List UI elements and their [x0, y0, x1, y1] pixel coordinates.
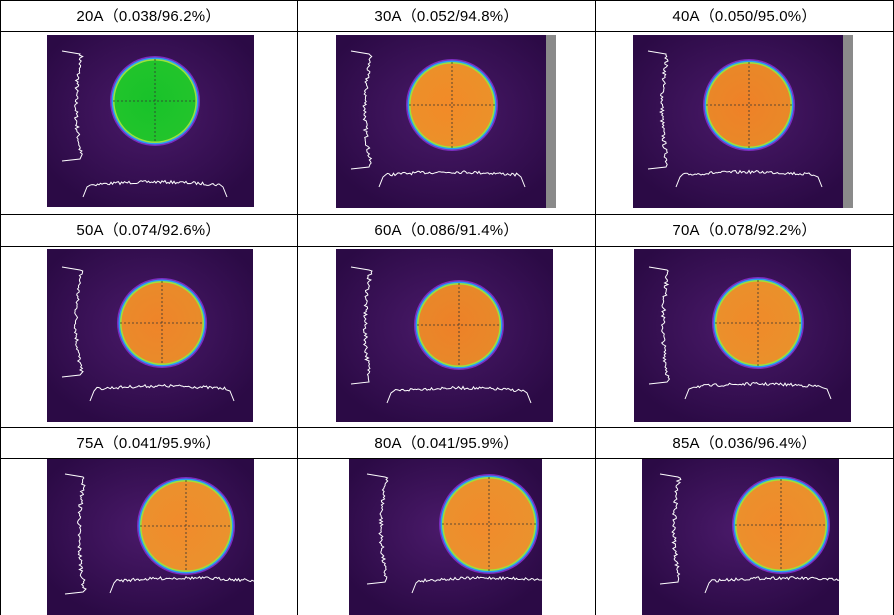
image-side-bar — [843, 35, 853, 208]
beam-image-70a — [634, 249, 851, 422]
horizontal-profile-trace — [109, 575, 254, 594]
image-side-bar — [546, 35, 556, 208]
beam-image-85a — [642, 459, 839, 615]
beam-profile-svg — [642, 459, 839, 615]
cell-label-20a: 20A（0.038/96.2%） — [76, 8, 221, 25]
horizontal-profile-trace — [704, 576, 839, 594]
vertical-profile-trace — [648, 266, 671, 385]
grid-line — [595, 0, 596, 615]
grid-line — [0, 0, 894, 1]
beam-profile-svg — [336, 35, 556, 208]
grid-line — [0, 427, 894, 428]
beam-image-75a — [47, 459, 254, 615]
beam-image-80a — [349, 459, 542, 615]
vertical-profile-trace — [659, 473, 682, 585]
grid-line — [0, 458, 894, 459]
grid-line — [297, 0, 298, 615]
horizontal-profile-trace — [386, 385, 532, 404]
horizontal-profile-trace — [411, 575, 542, 594]
cell-label-80a: 80A（0.041/95.9%） — [374, 435, 519, 452]
vertical-profile-trace — [350, 50, 373, 170]
grid-line — [0, 31, 894, 32]
beam-image-20a — [47, 35, 254, 207]
horizontal-profile-trace — [378, 170, 526, 188]
vertical-profile-trace — [61, 266, 84, 378]
beam-image-40a — [633, 35, 853, 208]
grid-line — [0, 214, 894, 215]
beam-disk — [443, 478, 535, 570]
vertical-profile-trace — [350, 266, 373, 385]
horizontal-profile-trace — [684, 381, 832, 400]
beam-profile-svg — [349, 459, 542, 615]
grid-line — [0, 246, 894, 247]
beam-profile-svg — [47, 249, 253, 422]
beam-profile-svg — [336, 249, 553, 422]
cell-label-60a: 60A（0.086/91.4%） — [374, 222, 519, 239]
cell-label-75a: 75A（0.041/95.9%） — [76, 435, 221, 452]
beam-disk — [716, 281, 800, 365]
vertical-profile-trace — [64, 473, 87, 595]
beam-image-50a — [47, 249, 253, 422]
cell-label-40a: 40A（0.050/95.0%） — [672, 8, 817, 25]
beam-disk — [410, 63, 494, 147]
beam-disk — [707, 63, 791, 147]
beam-profile-svg — [47, 35, 254, 207]
horizontal-profile-trace — [82, 179, 228, 198]
cell-label-50a: 50A（0.074/92.6%） — [76, 222, 221, 239]
beam-profile-svg — [634, 249, 851, 422]
horizontal-profile-trace — [89, 383, 235, 402]
cell-label-70a: 70A（0.078/92.2%） — [672, 222, 817, 239]
beam-image-30a — [336, 35, 556, 208]
cell-label-85a: 85A（0.036/96.4%） — [672, 435, 817, 452]
vertical-profile-trace — [366, 473, 389, 585]
cell-label-30a: 30A（0.052/94.8%） — [374, 8, 519, 25]
beam-image-60a — [336, 249, 553, 422]
beam-profile-svg — [47, 459, 254, 615]
horizontal-profile-trace — [675, 169, 823, 188]
grid-line — [0, 0, 1, 615]
vertical-profile-trace — [61, 50, 84, 162]
vertical-profile-trace — [647, 50, 669, 170]
beam-profile-svg — [633, 35, 853, 208]
